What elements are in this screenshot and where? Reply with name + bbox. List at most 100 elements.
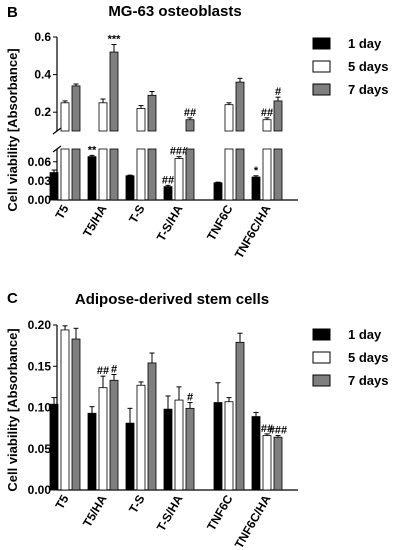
bar-day5 [224,104,234,132]
panel-c-ylabel: Cell viability [Absorbance] [5,328,20,491]
y-tick-label: 0.6 [34,30,51,44]
bar-day5-lower-segment [262,148,272,201]
axis-break-mark [52,145,62,153]
category-label: T5 [52,492,71,511]
significance-label: ## [184,107,196,119]
legend-swatch-day7 [312,374,331,387]
bar-day5 [98,102,108,132]
legend-label-day1: 1 day [348,327,382,342]
bar-day5-lower-segment [60,148,70,201]
category-label: TNF6C/HA [232,202,274,261]
bar-day7 [71,338,81,491]
panel-c-legend: 1 day 5 days 7 days [312,327,388,388]
category-label: T-S/HA [154,202,186,243]
panel-b-ylabel: Cell viability [Absorbance] [5,48,20,211]
legend-swatch-day7 [312,83,331,96]
bar-day5 [98,387,108,491]
panel-c-plot: 0.000.050.100.150.20#########T5 T5/HA T-S T… [28,318,298,550]
bar-day7 [147,94,157,132]
significance-label: ## [261,107,273,119]
y-tick-label: 0.05 [28,442,52,456]
y-tick-label: 0.10 [28,401,52,415]
bar-day1 [213,402,223,491]
bar-day1 [125,175,135,201]
bar-day7 [109,51,119,132]
y-tick-label: 0.4 [34,68,51,82]
legend-swatch-day5 [312,351,331,364]
legend-label-day7: 7 days [348,82,388,97]
category-label: T5 [52,202,71,221]
bar-day1 [49,403,59,491]
significance-label: # [111,364,117,376]
legend-label-day1: 1 day [348,36,382,51]
bar-day5 [60,329,70,491]
bar-day5 [60,102,70,132]
bar-day7 [185,119,195,132]
panel-b-letter: B [7,4,18,21]
category-label: T-S [126,493,147,516]
category-label: TNF6C [204,492,236,533]
category-label: T-S/HA [154,492,186,533]
bar-day7-lower-segment [109,148,119,201]
y-tick-label: 0.00 [28,483,52,497]
bar-day1 [87,156,97,201]
bar-day7-lower-segment [235,148,245,201]
legend-label-day5: 5 days [348,59,388,74]
significance-label: * [254,165,259,177]
y-tick-label: 0.00 [28,193,52,207]
bar-day1 [213,182,223,201]
bar-day7-lower-segment [273,148,283,201]
panel-c-title: Adipose-derived stem cells [75,291,269,308]
bar-day5 [262,435,272,491]
y-tick-label: 0.03 [28,174,52,188]
bar-day5-lower-segment [98,148,108,201]
bar-day7 [185,407,195,491]
bar-day7-lower-segment [185,148,195,201]
panel-b-plot: 0.000.030.060.20.40.6**##*#####***###T5 T… [28,30,298,261]
category-label: T-S [126,203,147,226]
significance-label: # [187,392,193,404]
bar-day5-lower-segment [224,148,234,201]
legend-swatch-day5 [312,60,331,73]
y-tick-label: 0.2 [34,105,51,119]
category-label: T5/HA [80,202,110,239]
bar-day1 [49,172,59,201]
bar-day5 [224,401,234,491]
bar-day7 [235,81,245,132]
bar-day5 [136,108,146,132]
y-tick-label: 0.15 [28,359,52,373]
legend-label-day7: 7 days [348,373,388,388]
bar-day7 [273,100,283,132]
bar-day7-lower-segment [71,148,81,201]
bar-day7 [235,341,245,491]
bar-day5 [262,119,272,132]
category-label: TNF6C [204,202,236,243]
significance-label: ## [162,174,174,186]
category-label: T5/HA [80,492,110,529]
bar-day1 [163,186,173,201]
significance-label: ## [261,423,273,435]
legend-swatch-day1 [312,328,331,341]
panel-b-title: MG-63 osteoblasts [108,3,241,20]
bar-day5 [174,158,184,201]
bar-day7 [147,362,157,491]
category-label: TNF6C/HA [232,492,274,550]
significance-label: ### [170,146,188,158]
bar-day1 [163,408,173,491]
bar-day1 [251,416,261,491]
bar-day7 [273,436,283,491]
y-tick-label: 0.06 [28,155,52,169]
bar-day5 [136,384,146,491]
significance-label: ## [97,365,109,377]
significance-label: ** [88,144,97,156]
significance-label: ### [269,425,287,437]
bar-day5-lower-segment [136,148,146,201]
bar-day5 [174,399,184,491]
legend-swatch-day1 [312,37,331,50]
bar-day7-lower-segment [147,148,157,201]
axis-break-mark [52,127,62,135]
significance-label: *** [108,34,122,46]
y-tick-label: 0.20 [28,318,52,332]
bar-day7 [109,379,119,491]
